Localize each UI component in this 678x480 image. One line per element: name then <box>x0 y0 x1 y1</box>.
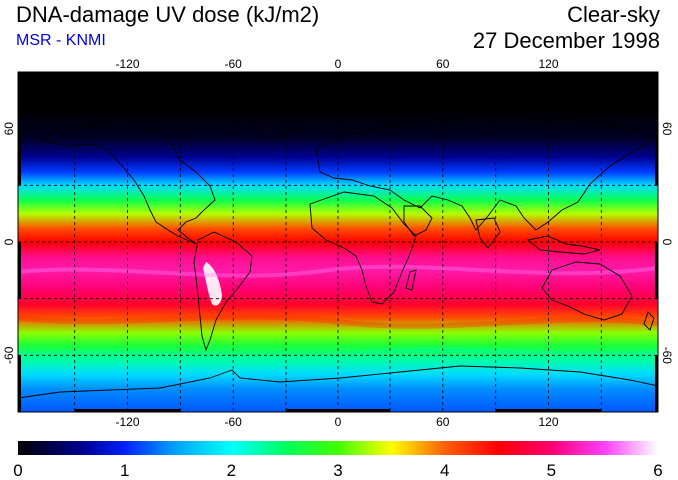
colorbar-labels: 0 1 2 3 4 5 6 <box>13 461 662 480</box>
frame-bar-right <box>655 242 658 299</box>
lon-label-bottom-minus120: -120 <box>115 415 139 429</box>
colorbar-label-2: 2 <box>227 461 236 480</box>
colorbar-label-0: 0 <box>13 461 22 480</box>
lon-label-top-minus60: -60 <box>225 57 243 71</box>
frame-bar-left <box>18 128 21 186</box>
frame-bar-top <box>495 72 602 75</box>
frame-border-bars <box>18 72 658 412</box>
coastlines <box>18 89 658 399</box>
lat-labels-left: 60 0 -60 <box>2 122 16 364</box>
lon-label-top-120: 120 <box>538 57 558 71</box>
lat-label-left-0: 0 <box>2 238 16 245</box>
frame-bar-bottom <box>286 409 390 412</box>
lat-label-right-60: 60 <box>660 122 674 136</box>
frame-bar-right <box>655 128 658 186</box>
lat-label-right-0: 0 <box>660 239 674 246</box>
texture-band <box>18 264 658 278</box>
lat-label-left-minus60: -60 <box>2 346 16 364</box>
date-label: 27 December 1998 <box>472 28 660 53</box>
coastline-australia <box>541 261 633 321</box>
frame-bar-left <box>18 355 21 412</box>
sky-condition-label: Clear-sky <box>567 2 660 27</box>
colorbar-label-6: 6 <box>653 461 662 480</box>
coastline-south-america <box>193 231 253 352</box>
lon-labels-bottom: -120 -60 0 60 120 <box>115 415 558 429</box>
lon-label-top-minus120: -120 <box>115 57 139 71</box>
lon-label-bottom-60: 60 <box>436 415 450 429</box>
coastline-greenland <box>239 89 301 141</box>
colorbar-label-3: 3 <box>333 461 342 480</box>
lon-labels-top: -120 -60 0 60 120 <box>115 57 558 71</box>
source-label: MSR - KNMI <box>16 32 106 49</box>
lon-label-bottom-120: 120 <box>538 415 558 429</box>
coastline-antarctica <box>18 365 658 399</box>
lon-label-top-60: 60 <box>436 57 450 71</box>
lon-label-bottom-0: 0 <box>335 415 342 429</box>
coastline-north-america <box>38 121 216 245</box>
coastline-madagascar <box>405 269 417 291</box>
frame-bar-top <box>74 72 181 75</box>
lat-label-left-60: 60 <box>2 122 16 136</box>
graticule <box>18 72 658 412</box>
frame-bar-bottom <box>74 409 181 412</box>
frame-bar-right <box>655 355 658 412</box>
colorbar-label-5: 5 <box>547 461 556 480</box>
lat-labels-right: 60 0 -60 <box>660 122 674 364</box>
coastline-africa <box>309 191 417 305</box>
colorbar-label-1: 1 <box>120 461 129 480</box>
lat-label-right-minus60: -60 <box>660 347 674 365</box>
frame-bar-bottom <box>495 409 602 412</box>
high-dose-patch-andes <box>203 262 222 306</box>
frame-bar-left <box>18 242 21 299</box>
frame-bar-top <box>286 72 390 75</box>
chart-title: DNA-damage UV dose (kJ/m2) <box>16 2 320 27</box>
lon-label-top-0: 0 <box>335 57 342 71</box>
coastline-arabia <box>403 205 433 237</box>
coastline-indonesia <box>526 235 601 255</box>
coastline-india <box>475 217 501 249</box>
coastline-new-zealand <box>643 311 655 331</box>
colorbar-label-4: 4 <box>440 461 449 480</box>
lon-label-bottom-minus60: -60 <box>225 415 243 429</box>
colorbar <box>18 441 658 455</box>
texture-band <box>18 314 658 329</box>
coastline-eurasia <box>315 115 653 231</box>
